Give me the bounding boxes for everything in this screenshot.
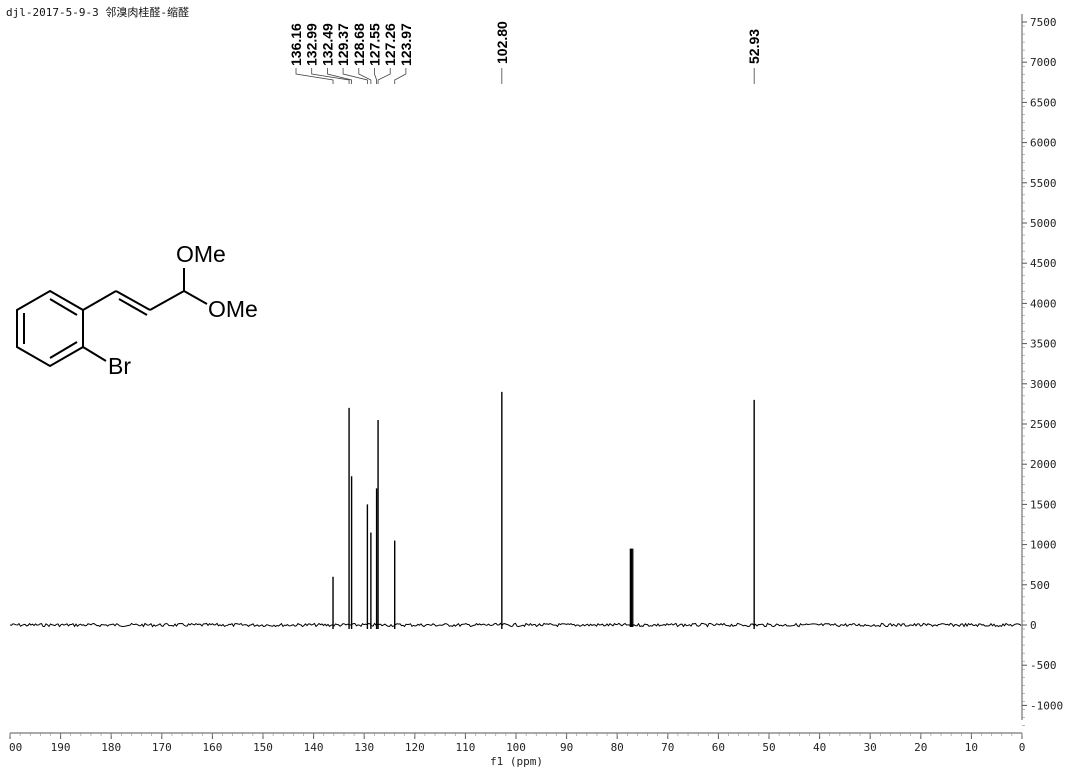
vinyl-bond bbox=[115, 290, 151, 311]
y-tick-label: 1500 bbox=[1030, 498, 1057, 511]
peak-label: 123.97 bbox=[398, 23, 414, 66]
y-tick-label: 3500 bbox=[1030, 338, 1057, 351]
x-tick-label: 150 bbox=[253, 741, 273, 754]
sample-title: djl-2017-5-9-3 邻溴肉桂醛-缩醛 bbox=[6, 6, 189, 19]
peak-label: 132.49 bbox=[319, 23, 335, 66]
peak-label-leader bbox=[311, 68, 350, 84]
x-tick-label: 180 bbox=[101, 741, 121, 754]
x-tick-label: 30 bbox=[864, 741, 877, 754]
x-tick-label: 60 bbox=[712, 741, 725, 754]
peak-label-leader bbox=[377, 68, 391, 84]
ome-label-top: OMe bbox=[176, 241, 226, 267]
y-tick-group: 7500700065006000550050004500400035003000… bbox=[1022, 16, 1063, 726]
peak-label: 132.99 bbox=[304, 23, 320, 66]
peak-label-leader bbox=[394, 68, 407, 84]
y-tick-label: 4500 bbox=[1030, 257, 1057, 270]
x-tick-label: 190 bbox=[51, 741, 71, 754]
x-tick-label: 170 bbox=[152, 741, 172, 754]
vinyl-bond bbox=[82, 290, 117, 311]
y-tick-label: 5000 bbox=[1030, 217, 1057, 230]
y-tick-label: -1000 bbox=[1030, 699, 1063, 712]
y-tick-label: 4000 bbox=[1030, 297, 1057, 310]
y-tick-label: 0 bbox=[1030, 619, 1037, 632]
x-tick-label-edge: 00 bbox=[9, 741, 22, 754]
x-tick-label: 50 bbox=[762, 741, 775, 754]
peak-label: 129.37 bbox=[335, 23, 351, 66]
y-tick-label: 6500 bbox=[1030, 96, 1057, 109]
ring-double-bond bbox=[49, 298, 78, 316]
peak-label-group: 136.16 132.99 132.49 129.37 128.68 127.55 127.… bbox=[288, 21, 762, 84]
x-tick-label: 0 bbox=[1019, 741, 1026, 754]
x-tick-label: 10 bbox=[965, 741, 978, 754]
peak-label-leader bbox=[327, 68, 353, 84]
spectrum-baseline bbox=[9, 622, 1022, 628]
y-tick-label: 7500 bbox=[1030, 16, 1057, 29]
x-tick-group: 190 180 170 160 150 140 130 120 110 100 90 80 70 60 50… bbox=[9, 733, 1025, 754]
x-tick-label: 90 bbox=[560, 741, 573, 754]
x-tick-label: 120 bbox=[405, 741, 425, 754]
acetal-bond bbox=[149, 290, 185, 311]
acetal-ome-bond bbox=[183, 290, 208, 305]
ome-label-right: OMe bbox=[208, 296, 258, 322]
y-tick-label: 7000 bbox=[1030, 56, 1057, 69]
y-tick-label: 3000 bbox=[1030, 378, 1057, 391]
y-tick-label: 2000 bbox=[1030, 458, 1057, 471]
y-tick-label: 6000 bbox=[1030, 137, 1057, 150]
y-tick-label: 2500 bbox=[1030, 418, 1057, 431]
peak-label: 136.16 bbox=[288, 23, 304, 66]
peak-label-leader bbox=[358, 68, 372, 84]
y-tick-label: 500 bbox=[1030, 579, 1050, 592]
x-tick-label: 70 bbox=[661, 741, 674, 754]
x-tick-label: 80 bbox=[611, 741, 624, 754]
x-tick-label: 40 bbox=[813, 741, 826, 754]
benzene-ring bbox=[16, 289, 84, 368]
ring-double-bond bbox=[49, 341, 78, 359]
peak-label: 128.68 bbox=[351, 23, 367, 66]
peak-label-leader bbox=[295, 68, 334, 84]
peak-label-leader bbox=[342, 68, 368, 84]
peak-label: 102.80 bbox=[494, 21, 510, 64]
bromo-bond bbox=[82, 346, 107, 362]
br-label: Br bbox=[108, 353, 131, 379]
y-tick-label: -500 bbox=[1030, 659, 1057, 672]
vinyl-double-bond bbox=[118, 298, 148, 316]
x-tick-label: 110 bbox=[455, 741, 475, 754]
x-tick-label: 130 bbox=[354, 741, 374, 754]
y-tick-label: 5500 bbox=[1030, 177, 1057, 190]
y-tick-label: 1000 bbox=[1030, 539, 1057, 552]
peak-label-leader bbox=[374, 68, 377, 84]
peak-label: 127.55 bbox=[367, 23, 383, 66]
x-tick-label: 100 bbox=[506, 741, 526, 754]
molecule-structure bbox=[16, 268, 208, 368]
peak-label: 52.93 bbox=[746, 29, 762, 64]
peak-group bbox=[332, 391, 755, 629]
peak-label: 127.26 bbox=[382, 23, 398, 66]
x-tick-label: 20 bbox=[914, 741, 927, 754]
x-tick-label: 140 bbox=[304, 741, 324, 754]
x-tick-label: 160 bbox=[202, 741, 222, 754]
x-axis-label: f1 (ppm) bbox=[490, 755, 543, 768]
